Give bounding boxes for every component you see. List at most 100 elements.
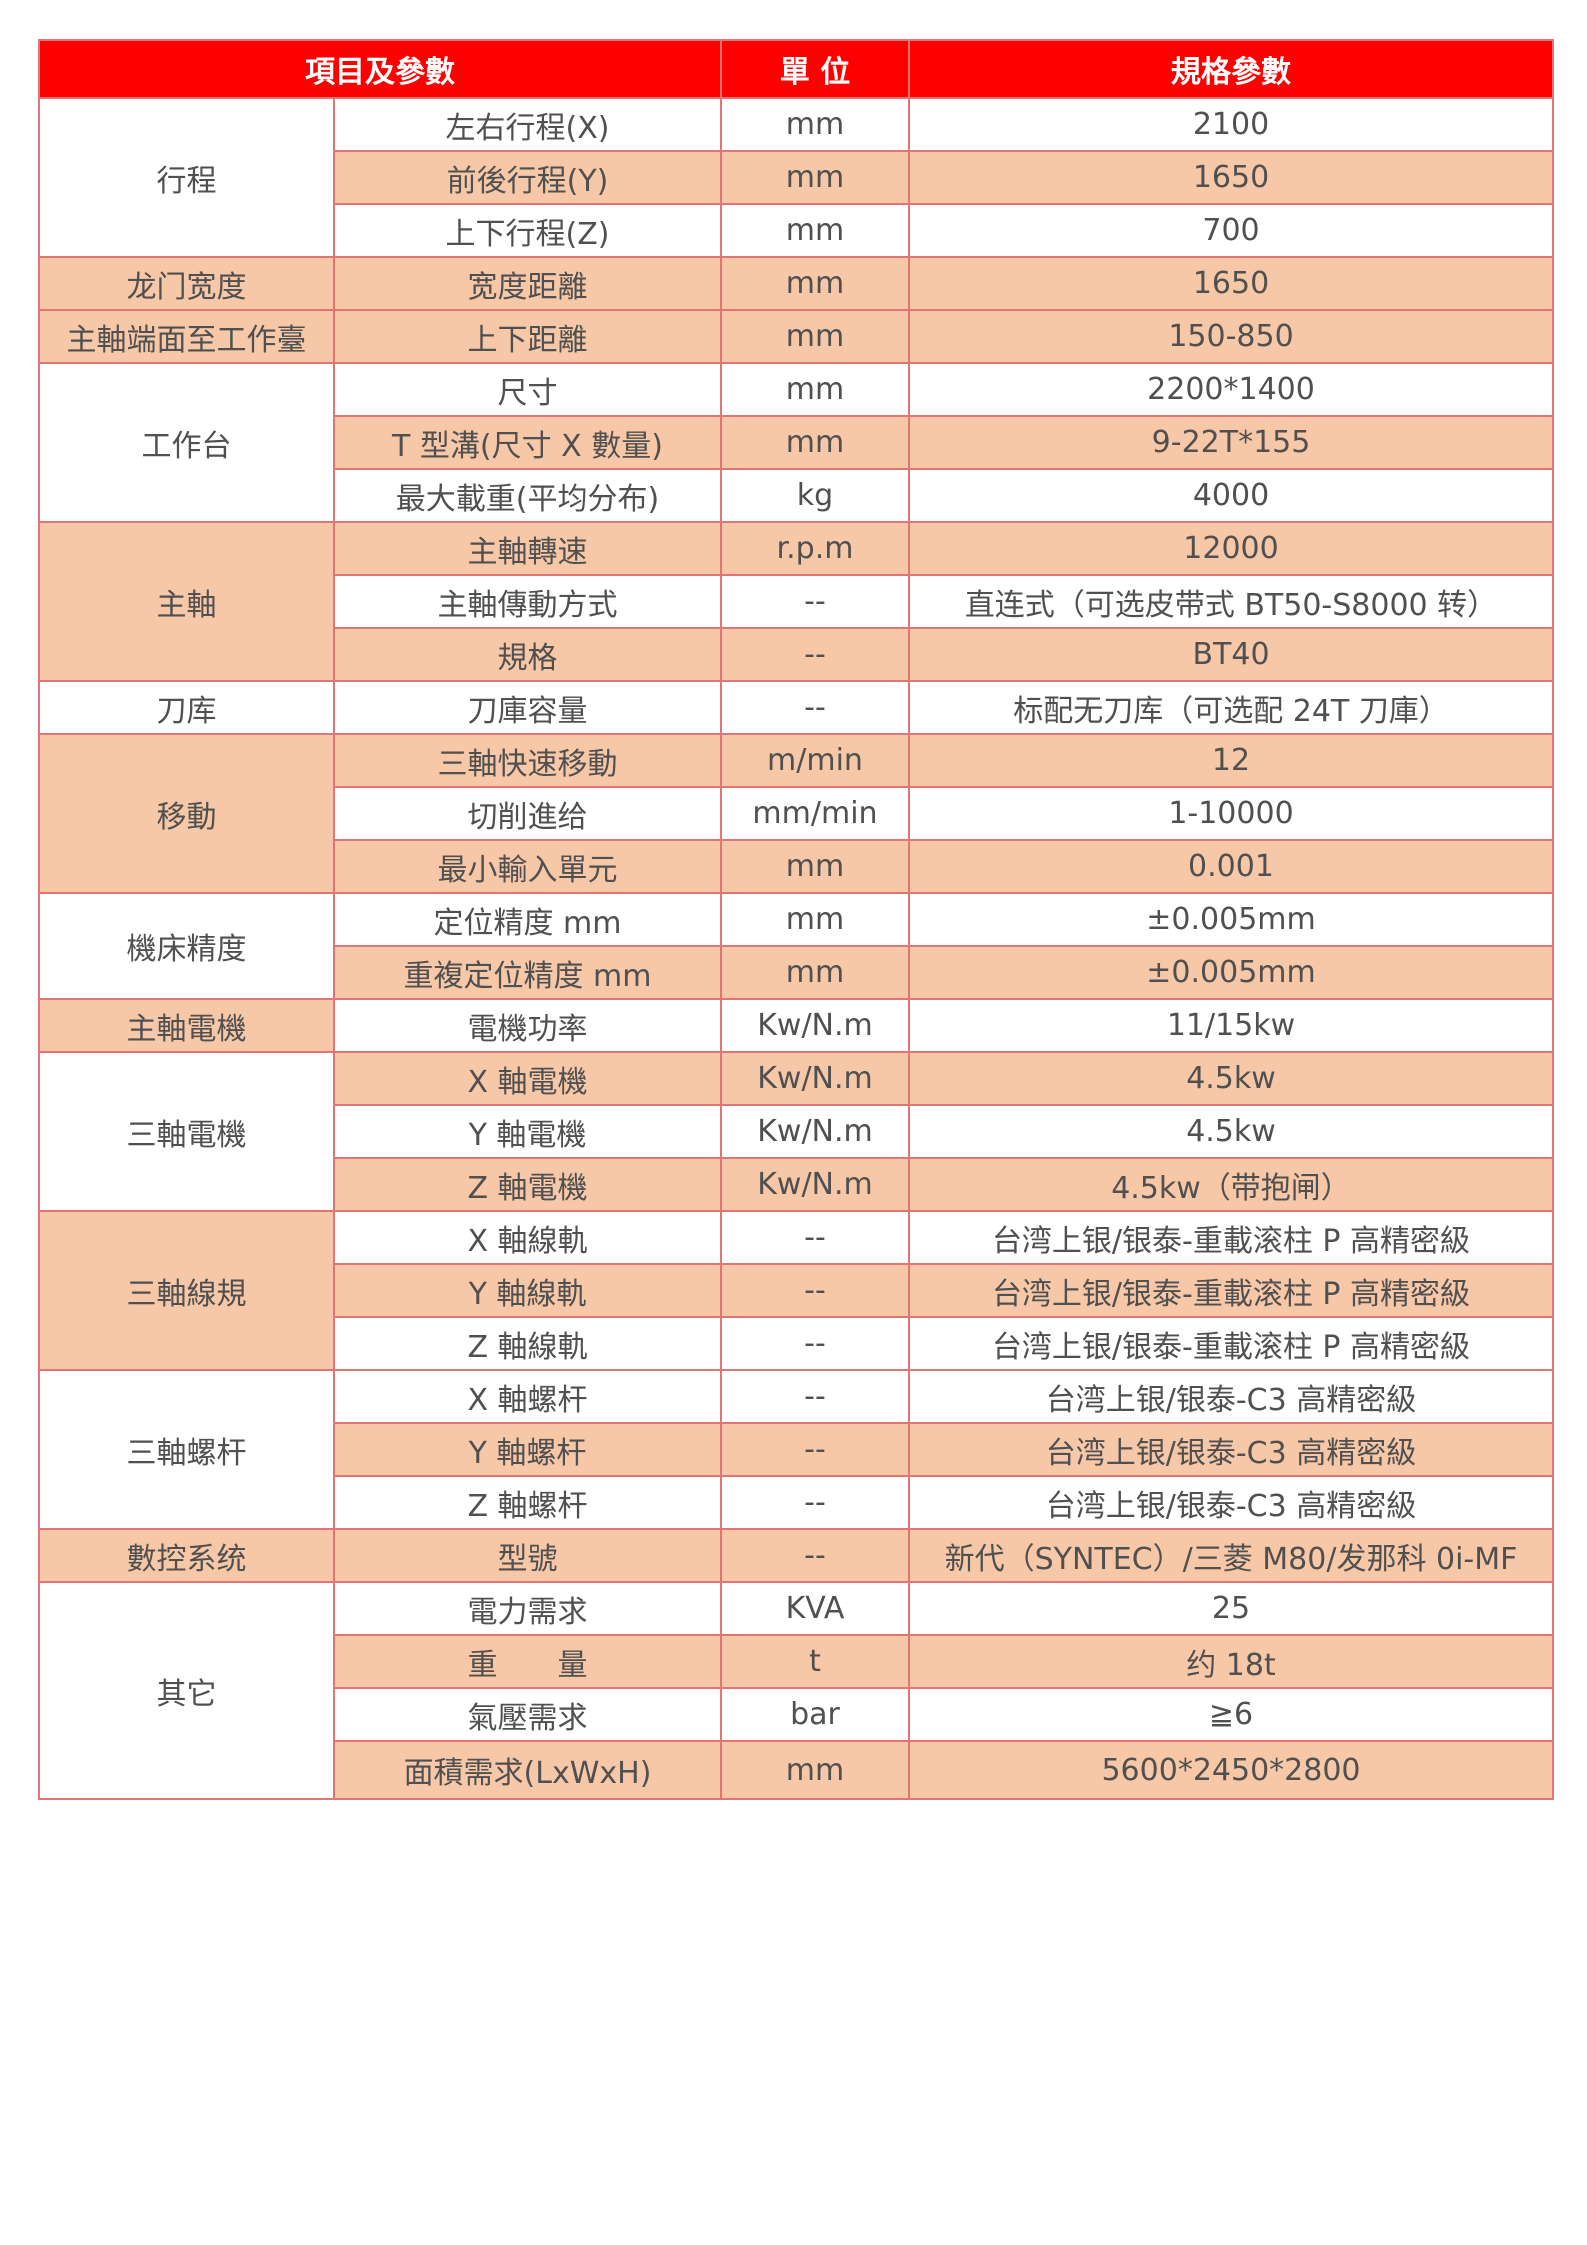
group-label: 三軸線規	[38, 1210, 335, 1371]
value-cell: 直连式（可选皮带式 BT50-S8000 转）	[908, 574, 1554, 629]
param-cell: X 軸線軌	[333, 1210, 722, 1265]
param-cell: 尺寸	[333, 362, 722, 417]
value-cell: ±0.005mm	[908, 945, 1554, 1000]
header-row: 項目及參數 單 位 規格參數	[38, 39, 1554, 99]
unit-cell: --	[720, 574, 910, 629]
value-cell: 4.5kw	[908, 1051, 1554, 1106]
table-row: 主軸 主軸轉速 r.p.m 12000	[38, 521, 1554, 682]
value-cell: ±0.005mm	[908, 892, 1554, 947]
unit-cell: mm	[720, 945, 910, 1000]
unit-cell: mm	[720, 415, 910, 470]
unit-cell: mm	[720, 362, 910, 417]
value-cell: 台湾上银/银泰-C3 高精密級	[908, 1422, 1554, 1477]
param-cell: 上下距離	[333, 309, 722, 364]
table-row: 最大載重(平均分布) kg 4000	[39, 468, 1554, 523]
value-cell: 25	[908, 1581, 1554, 1636]
header-item: 項目及參數	[38, 39, 722, 99]
param-cell: X 軸電機	[333, 1051, 722, 1106]
unit-cell: mm	[720, 256, 910, 311]
value-cell: ≧6	[908, 1687, 1554, 1742]
value-cell: 4000	[908, 468, 1554, 523]
table-row: 規格 -- BT40	[39, 627, 1554, 682]
unit-cell: --	[720, 1263, 910, 1318]
unit-cell: --	[720, 1210, 910, 1265]
unit-cell: --	[720, 627, 910, 682]
table-row: Z 軸電機 Kw/N.m 4.5kw（带抱闸）	[39, 1157, 1554, 1212]
value-cell: 1-10000	[908, 786, 1554, 841]
value-cell: 标配无刀库（可选配 24T 刀庫）	[908, 680, 1554, 735]
param-cell: 最小輸入單元	[333, 839, 722, 894]
value-cell: 台湾上银/银泰-C3 高精密級	[908, 1475, 1554, 1530]
param-cell: X 軸螺杆	[333, 1369, 722, 1424]
table-row: 刀库 刀庫容量 -- 标配无刀库（可选配 24T 刀庫）	[38, 680, 1554, 735]
unit-cell: mm	[720, 309, 910, 364]
unit-cell: mm	[720, 839, 910, 894]
value-cell: 11/15kw	[908, 998, 1554, 1053]
group-label: 主軸電機	[38, 998, 335, 1053]
table-row: 最小輸入單元 mm 0.001	[39, 839, 1554, 894]
param-cell: 面積需求(LxWxH)	[333, 1740, 722, 1800]
table-row: 氣壓需求 bar ≧6	[39, 1687, 1554, 1742]
table-row: T 型溝(尺寸 X 數量) mm 9-22T*155	[39, 415, 1554, 470]
value-cell: 4.5kw（带抱闸）	[908, 1157, 1554, 1212]
value-cell: 150-850	[908, 309, 1554, 364]
param-cell: 上下行程(Z)	[333, 203, 722, 258]
unit-cell: KVA	[720, 1581, 910, 1636]
param-cell: 定位精度 mm	[333, 892, 722, 947]
table-row: 龙门宽度 宽度距離 mm 1650	[38, 256, 1554, 311]
value-cell: 12	[908, 733, 1554, 788]
table-row: Y 軸線軌 -- 台湾上银/银泰-重載滚柱 P 高精密級	[39, 1263, 1554, 1318]
param-cell: 宽度距離	[333, 256, 722, 311]
param-cell: 規格	[333, 627, 722, 682]
unit-cell: mm	[720, 97, 910, 152]
unit-cell: m/min	[720, 733, 910, 788]
param-cell: 最大載重(平均分布)	[333, 468, 722, 523]
unit-cell: --	[720, 1528, 910, 1583]
unit-cell: t	[720, 1634, 910, 1689]
unit-cell: --	[720, 1475, 910, 1530]
unit-cell: --	[720, 1369, 910, 1424]
group-label: 龙门宽度	[38, 256, 335, 311]
unit-cell: kg	[720, 468, 910, 523]
param-cell: Y 軸電機	[333, 1104, 722, 1159]
table-row: 重複定位精度 mm mm ±0.005mm	[39, 945, 1554, 1000]
param-cell: Z 軸線軌	[333, 1316, 722, 1371]
param-cell: T 型溝(尺寸 X 數量)	[333, 415, 722, 470]
group-label: 三軸電機	[38, 1051, 335, 1212]
table-row: 主軸傳動方式 -- 直连式（可选皮带式 BT50-S8000 转）	[39, 574, 1554, 629]
param-cell: 型號	[333, 1528, 722, 1583]
table-row: 其它 電力需求 KVA 25	[38, 1581, 1554, 1800]
param-cell: 左右行程(X)	[333, 97, 722, 152]
table-row: 前後行程(Y) mm 1650	[39, 150, 1554, 205]
param-cell: Y 軸螺杆	[333, 1422, 722, 1477]
group-label: 機床精度	[38, 892, 335, 1000]
header-unit: 單 位	[720, 39, 910, 99]
table-row: 主軸端面至工作臺 上下距離 mm 150-850	[38, 309, 1554, 364]
group-label: 刀库	[38, 680, 335, 735]
unit-cell: mm	[720, 892, 910, 947]
unit-cell: --	[720, 1316, 910, 1371]
value-cell: 新代（SYNTEC）/三菱 M80/发那科 0i-MF	[908, 1528, 1554, 1583]
param-cell: 刀庫容量	[333, 680, 722, 735]
group-label: 移動	[38, 733, 335, 894]
table-row: Z 軸線軌 -- 台湾上银/银泰-重載滚柱 P 高精密級	[39, 1316, 1554, 1371]
param-cell: Z 軸螺杆	[333, 1475, 722, 1530]
unit-cell: mm	[720, 150, 910, 205]
table-row: 三軸電機 X 軸電機 Kw/N.m 4.5kw	[38, 1051, 1554, 1212]
value-cell: 5600*2450*2800	[908, 1740, 1554, 1800]
unit-cell: mm	[720, 203, 910, 258]
value-cell: 台湾上银/银泰-重載滚柱 P 高精密級	[908, 1316, 1554, 1371]
table-row: Y 軸螺杆 -- 台湾上银/银泰-C3 高精密級	[39, 1422, 1554, 1477]
param-cell: 切削進给	[333, 786, 722, 841]
unit-cell: --	[720, 1422, 910, 1477]
table-row: 面積需求(LxWxH) mm 5600*2450*2800	[39, 1740, 1554, 1800]
value-cell: BT40	[908, 627, 1554, 682]
value-cell: 台湾上银/银泰-C3 高精密級	[908, 1369, 1554, 1424]
value-cell: 4.5kw	[908, 1104, 1554, 1159]
value-cell: 700	[908, 203, 1554, 258]
unit-cell: r.p.m	[720, 521, 910, 576]
table-row: 主軸電機 電機功率 Kw/N.m 11/15kw	[38, 998, 1554, 1053]
table-row: 切削進给 mm/min 1-10000	[39, 786, 1554, 841]
table-row: 行程 左右行程(X) mm 2100	[38, 97, 1554, 258]
